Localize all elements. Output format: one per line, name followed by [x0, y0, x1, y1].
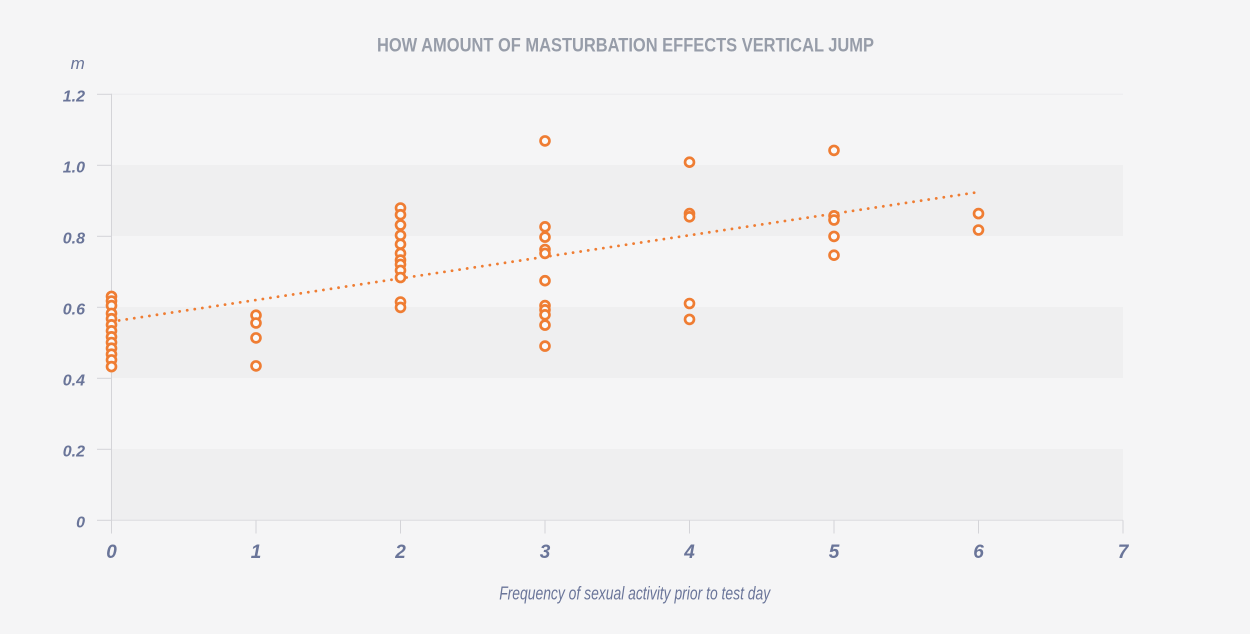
svg-text:7: 7: [1118, 542, 1130, 563]
svg-text:Frequency of sexual activity p: Frequency of sexual activity prior to te…: [499, 584, 771, 604]
svg-text:3: 3: [540, 542, 551, 563]
svg-text:1: 1: [251, 542, 262, 563]
svg-text:HOW AMOUNT OF MASTURBATION EFF: HOW AMOUNT OF MASTURBATION EFFECTS VERTI…: [377, 36, 874, 57]
svg-text:m: m: [71, 54, 85, 73]
svg-text:0.8: 0.8: [63, 230, 85, 247]
svg-text:0: 0: [76, 514, 85, 531]
svg-text:0.6: 0.6: [63, 301, 85, 318]
svg-text:0: 0: [106, 542, 117, 563]
svg-text:1.2: 1.2: [63, 88, 85, 105]
svg-text:6: 6: [973, 542, 984, 563]
svg-text:0.4: 0.4: [63, 372, 85, 389]
svg-text:0.2: 0.2: [63, 443, 85, 460]
svg-text:2: 2: [394, 542, 406, 563]
svg-text:4: 4: [683, 542, 695, 563]
svg-text:5: 5: [829, 542, 840, 563]
svg-text:1.0: 1.0: [63, 159, 85, 176]
